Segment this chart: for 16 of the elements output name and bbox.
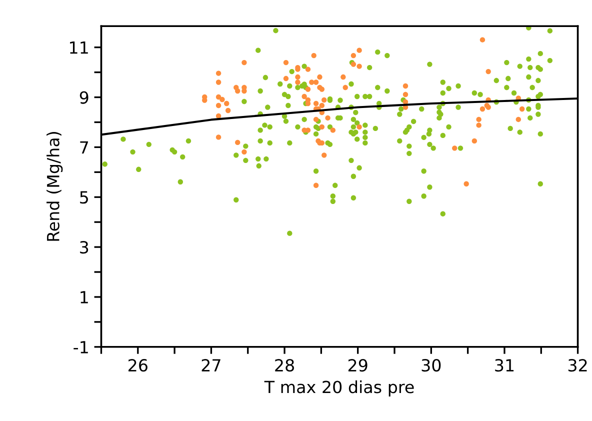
x-tick-label: 27 <box>202 359 220 372</box>
x-tick-label: 32 <box>568 359 587 372</box>
x-axis-title: T max 20 dias pre <box>264 380 414 397</box>
y-axis-title: Rend (Mg/ha) <box>46 132 63 241</box>
y-tick-label: 5 <box>80 191 88 204</box>
x-tick-label: 28 <box>275 359 294 372</box>
x-tick-label: 30 <box>422 359 441 372</box>
x-tick-label: 31 <box>495 359 514 372</box>
y-tick-label: 7 <box>80 141 88 154</box>
y-tick-label: 3 <box>80 241 88 254</box>
y-tick-label: 9 <box>80 91 88 104</box>
y-tick-label: -1 <box>74 341 88 354</box>
y-tick-label: 1 <box>80 291 88 304</box>
x-tick-label: 26 <box>128 359 148 372</box>
x-tick-label: 29 <box>348 359 368 372</box>
y-tick-label: 11 <box>70 42 88 54</box>
